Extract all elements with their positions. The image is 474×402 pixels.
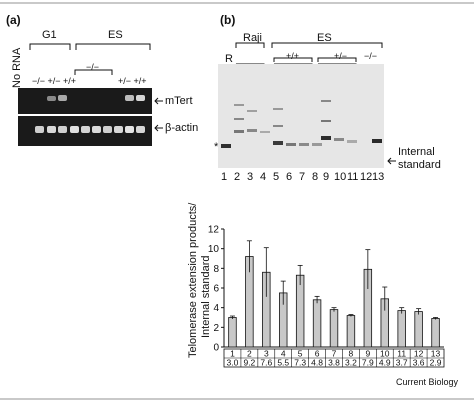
y-tick-label: 4	[213, 303, 219, 314]
genotypes-mid: −/−	[86, 62, 100, 72]
bottom-rule	[0, 398, 474, 400]
value-label: 3.8	[328, 358, 340, 368]
category-label: 4	[281, 349, 286, 359]
category-label: 13	[431, 349, 441, 359]
g1-label: G1	[42, 29, 57, 41]
internal-standard-line2: standard	[398, 159, 441, 171]
gel-lane-number: 8	[312, 171, 319, 183]
r-label: R	[225, 53, 233, 65]
genotypes-right: +/− +/+	[118, 76, 147, 86]
mm-label: −/−	[364, 51, 378, 61]
value-label: 5.5	[277, 358, 289, 368]
value-label: 7.9	[362, 358, 374, 368]
es-label-a: ES	[108, 29, 123, 41]
value-label: 3.2	[345, 358, 357, 368]
mtert-label: mTert	[165, 95, 193, 107]
category-label: 9	[365, 349, 370, 359]
y-tick-label: 8	[213, 264, 219, 275]
gel-lane-number: 11	[347, 171, 359, 183]
category-label: 8	[349, 349, 354, 359]
category-label: 10	[380, 349, 390, 359]
gel-lane-number: 5	[273, 171, 280, 183]
y-tick-label: 6	[213, 284, 219, 295]
gel-lane-number: 9	[323, 171, 330, 183]
y-tick-label: 0	[213, 343, 219, 354]
credit-label: Current Biology	[396, 377, 459, 387]
panel-b-letter: (b)	[220, 13, 236, 27]
star-label: *	[214, 141, 219, 153]
gel-lane-number: 10	[334, 171, 347, 183]
gel-lane-number: 6	[286, 171, 293, 183]
gel-lane-number: 12	[360, 171, 373, 183]
value-label: 4.8	[311, 358, 323, 368]
gel-lane-number: 7	[299, 171, 306, 183]
y-tick-label: 10	[208, 244, 220, 255]
bar	[295, 274, 305, 348]
value-label: 7.6	[260, 358, 272, 368]
value-label: 2.9	[430, 358, 442, 368]
value-label: 3.6	[413, 358, 425, 368]
bar	[228, 317, 237, 348]
value-label: 4.9	[379, 358, 391, 368]
actin-label: β-actin	[165, 122, 199, 134]
top-rule	[0, 2, 474, 4]
y-tick-label: 2	[213, 323, 219, 334]
bar	[329, 309, 339, 348]
panel-a-letter: (a)	[6, 13, 21, 27]
value-label: 9.2	[243, 358, 255, 368]
category-label: 12	[414, 349, 424, 359]
actin-gel	[18, 116, 152, 146]
gel-lane-number: 13	[372, 171, 385, 183]
category-label: 5	[298, 349, 303, 359]
pm-label: +/−	[334, 51, 348, 61]
genotypes-left: −/− +/− +/+	[32, 76, 77, 86]
category-label: 6	[315, 349, 320, 359]
bar	[312, 299, 322, 348]
category-label: 3	[264, 349, 269, 359]
value-label: 3.7	[396, 358, 408, 368]
category-label: 2	[247, 349, 252, 359]
gel-lane-number: 4	[260, 171, 267, 183]
gel-lane-number: 2	[234, 171, 241, 183]
bar	[414, 311, 423, 348]
category-label: 1	[230, 349, 235, 359]
pp-label: +/+	[286, 51, 300, 61]
bar	[431, 318, 440, 348]
bar	[346, 315, 356, 348]
raji-label: Raji	[243, 32, 262, 44]
internal-standard-line1: Internal	[398, 146, 435, 158]
es-label-b: ES	[317, 32, 332, 44]
bar	[397, 310, 406, 348]
gel-lane-number: 1	[221, 171, 228, 183]
value-label: 3.0	[227, 358, 239, 368]
gel-lane-number: 3	[247, 171, 254, 183]
mtert-gel	[18, 88, 152, 114]
category-label: 7	[332, 349, 337, 359]
category-label: 11	[397, 349, 406, 359]
value-label: 7.3	[294, 358, 306, 368]
y-tick-label: 12	[208, 225, 220, 236]
